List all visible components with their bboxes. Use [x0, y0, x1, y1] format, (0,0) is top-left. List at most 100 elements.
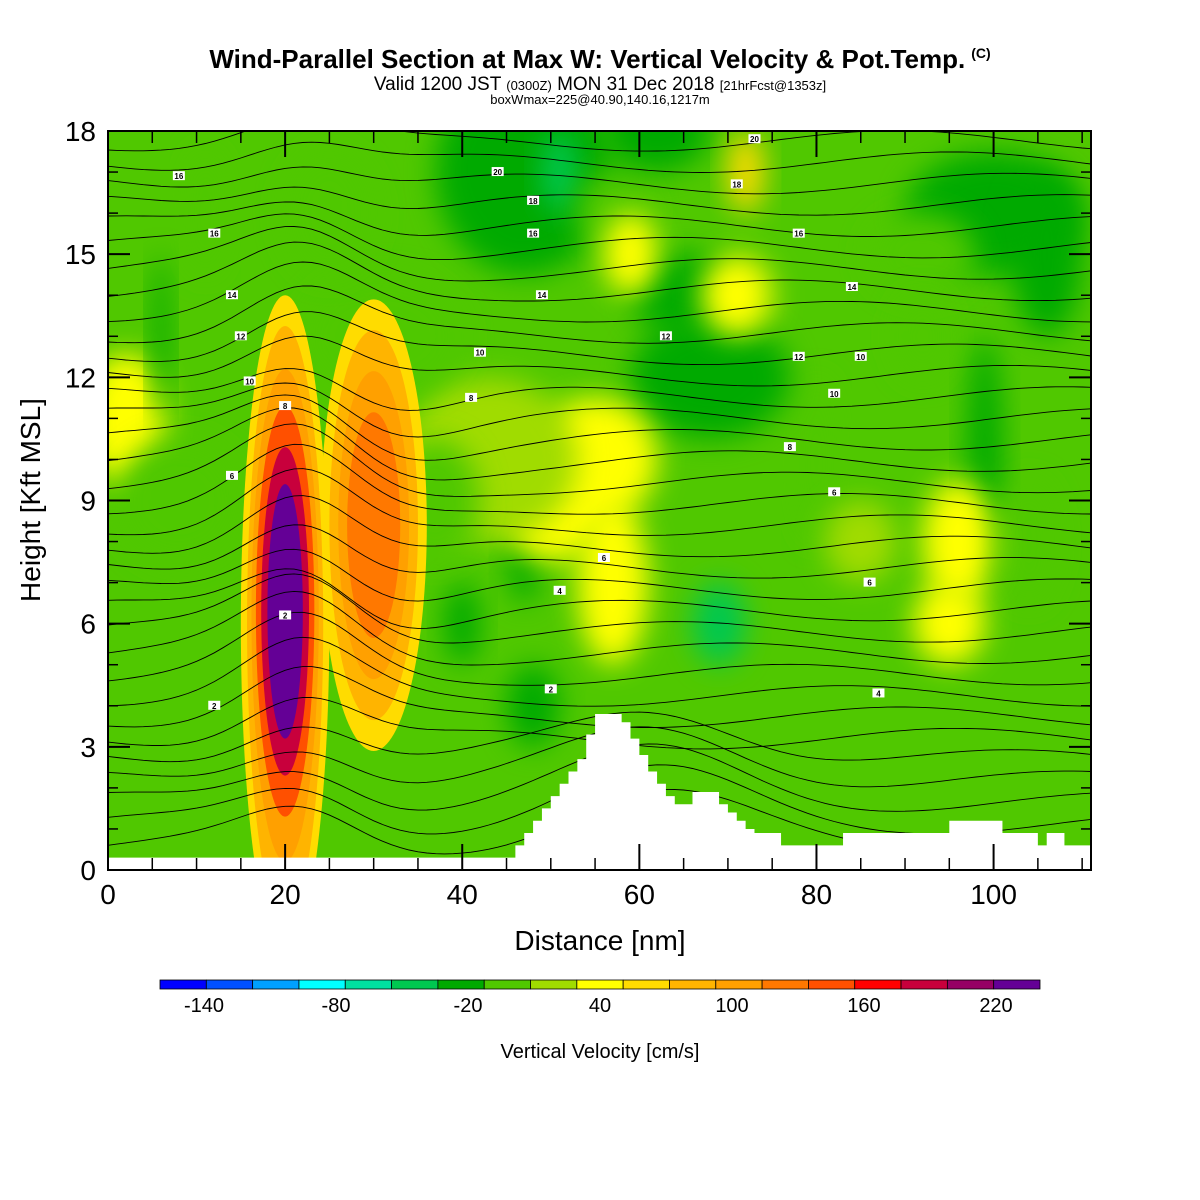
colorbar-swatch	[344, 979, 392, 990]
colorbar-swatch	[669, 979, 717, 990]
theta-contour-line	[108, 407, 1091, 481]
chart-subtitle: Valid 1200 JST (0300Z) MON 31 Dec 2018 […	[0, 74, 1200, 96]
x-tick-label: 60	[624, 879, 655, 910]
x-axis: 0 20 40 60 80 100	[100, 131, 1083, 910]
theta-contour-line	[108, 568, 1091, 629]
y-tick-label: 6	[80, 609, 96, 640]
theta-contour-line	[108, 226, 1091, 282]
y-axis-label: Height [Kft MSL]	[15, 398, 46, 602]
velocity-region	[701, 254, 773, 337]
y-tick-label: 15	[65, 239, 96, 270]
theta-contour-line	[108, 335, 1091, 387]
theta-label-box	[544, 684, 557, 694]
theta-contour-line	[108, 394, 1091, 461]
theta-contour-line	[108, 590, 1091, 666]
theta-label: 16	[529, 230, 538, 239]
theta-label-box	[792, 228, 805, 238]
theta-contour-line	[108, 636, 1091, 707]
theta-label-box	[527, 228, 540, 238]
subtitle-forecast: [21hrFcst@1353z]	[719, 78, 827, 93]
colorbar-swatch	[159, 979, 207, 990]
colorbar-swatch	[576, 979, 624, 990]
velocity-region	[1002, 479, 1056, 604]
velocity-region	[603, 213, 658, 296]
velocity-region	[727, 131, 764, 214]
colorbar-swatch	[622, 979, 670, 990]
chart-subtitle-2: boxWmax=225@40.90,140.16,1217m	[490, 92, 710, 107]
theta-label: 2	[283, 611, 288, 620]
theta-contour-line	[108, 495, 1091, 558]
velocity-region	[798, 377, 835, 542]
theta-contour-line	[108, 311, 1091, 366]
colorbar-label: Vertical Velocity [cm/s]	[501, 1041, 700, 1063]
theta-label: 10	[830, 390, 839, 399]
theta-label: 8	[469, 394, 474, 403]
theta-contour-line	[108, 443, 1091, 515]
theta-label: 6	[230, 472, 235, 481]
colorbar-swatch	[854, 979, 902, 990]
colorbar-tick-label: -80	[322, 995, 351, 1017]
theta-label-box	[225, 290, 238, 300]
velocity-region	[187, 151, 224, 275]
colorbar-swatch	[761, 979, 809, 990]
theta-label: 4	[876, 689, 881, 698]
colorbar-swatch	[946, 979, 995, 990]
velocity-region	[444, 582, 480, 665]
theta-label: 6	[602, 554, 607, 563]
theta-label: 16	[210, 230, 219, 239]
velocity-region	[825, 500, 897, 583]
theta-label-box	[279, 610, 292, 620]
theta-label: 2	[549, 685, 554, 694]
theta-label-box	[783, 442, 796, 452]
theta-label-box	[659, 331, 672, 341]
y-tick-label: 12	[65, 362, 96, 393]
theta-contour-line	[108, 166, 1091, 195]
theta-contour-line	[108, 201, 1091, 237]
theta-label-box	[172, 171, 185, 181]
velocity-region	[692, 582, 746, 665]
subtitle-utc: (0300Z)	[506, 78, 552, 93]
theta-label-box	[279, 401, 292, 411]
theta-label-box	[465, 392, 478, 402]
velocity-region	[435, 131, 613, 275]
theta-label-box	[872, 688, 885, 698]
theta-label: 18	[529, 197, 538, 206]
x-tick-label: 80	[801, 879, 832, 910]
theta-contour-line	[108, 548, 1091, 602]
velocity-region	[285, 151, 374, 275]
theta-label-box	[491, 167, 504, 177]
subtitle-date: MON 31 Dec 2018	[557, 74, 715, 95]
theta-label: 10	[475, 349, 484, 358]
colorbar-swatch	[900, 979, 948, 990]
theta-label: 18	[732, 180, 741, 189]
theta-label: 10	[856, 353, 865, 362]
theta-label: 20	[493, 168, 502, 177]
theta-contour-line	[108, 241, 1091, 302]
theta-label-box	[748, 134, 761, 144]
theta-contour-line	[108, 423, 1091, 497]
theta-label: 14	[537, 291, 546, 300]
colorbar-swatch	[205, 979, 254, 990]
theta-label-box	[225, 470, 238, 480]
colorbar-swatch	[483, 979, 531, 990]
colorbar-swatch	[437, 979, 485, 990]
theta-contour-line	[108, 261, 1091, 323]
colorbar-tick-label: 220	[979, 995, 1012, 1017]
theta-label-box	[792, 351, 805, 361]
theta-label-box	[828, 388, 841, 398]
velocity-region	[630, 315, 790, 439]
theta-label: 2	[212, 702, 217, 711]
theta-label: 14	[228, 291, 237, 300]
theta-contour-line	[108, 368, 1091, 411]
theta-contour-line	[108, 524, 1091, 579]
x-tick-label: 20	[270, 879, 301, 910]
theta-contour-line	[108, 611, 1091, 686]
colorbar-swatch	[391, 979, 439, 990]
velocity-region	[896, 295, 950, 378]
theta-label-box	[234, 331, 247, 341]
colorbar-swatch	[715, 979, 763, 990]
theta-label-box	[527, 195, 540, 205]
y-tick-label: 18	[65, 116, 96, 147]
velocity-region	[116, 438, 241, 563]
